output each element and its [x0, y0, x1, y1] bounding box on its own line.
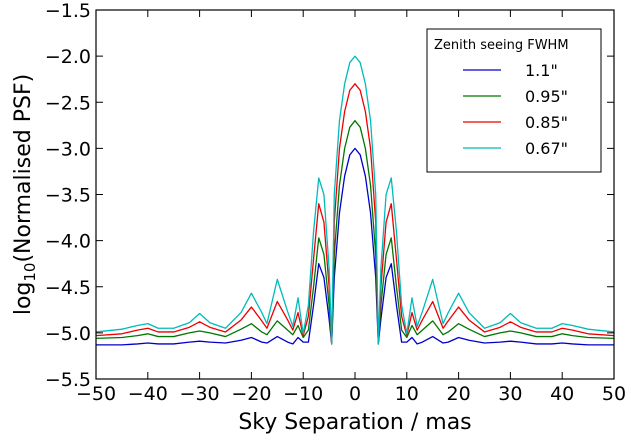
x-tick-label: 0 [349, 383, 361, 405]
y-tick-label: −5.0 [45, 323, 91, 345]
series-lines [95, 55, 615, 346]
x-tick-label: −20 [231, 383, 271, 405]
legend-label: 0.85" [525, 113, 568, 132]
y-axis-title-subscript: 10 [21, 263, 39, 282]
series-line-4 [95, 55, 615, 345]
y-tick-label: −3.0 [45, 138, 91, 160]
x-tick-label: 10 [395, 383, 419, 405]
legend-title: Zenith seeing FWHM [434, 38, 569, 53]
x-tick-label: 30 [498, 383, 522, 405]
y-axis-title-base: log [11, 282, 36, 316]
y-tick-label: −5.5 [45, 369, 91, 391]
y-axis-title-rest: (Normalised PSF) [11, 74, 36, 263]
y-tick-label: −2.0 [45, 46, 91, 68]
legend-box [426, 28, 602, 173]
y-tick-label: −4.0 [45, 231, 91, 253]
x-tick-label: 20 [447, 383, 471, 405]
axis-ticks [95, 9, 615, 380]
x-tick-label: 40 [550, 383, 574, 405]
legend-label: 1.1" [525, 61, 558, 80]
series-line-3 [95, 83, 615, 345]
series-line-1 [96, 147, 614, 346]
y-tick-label: −4.5 [45, 277, 91, 299]
x-axis-title: Sky Separation / mas [238, 410, 471, 435]
legend-entries: 1.1" 0.95" 0.85" 0.67" [463, 61, 568, 158]
x-tick-label: −40 [128, 383, 168, 405]
legend-label: 0.95" [525, 87, 568, 106]
y-tick-label: −2.5 [45, 92, 91, 114]
x-tick-label: −10 [283, 383, 323, 405]
x-tick-label: −30 [180, 383, 220, 405]
y-tick-label: −3.5 [45, 185, 91, 207]
tick-labels: −50 −40 −30 −20 −10 0 10 20 30 40 50 −5.5 −5.0 −4.5 −4… [45, 0, 626, 405]
series-line-2 [95, 120, 615, 345]
legend: Zenith seeing FWHM 1.1" 0.95" 0.85" 0.67" [426, 28, 602, 173]
x-tick-label: 50 [602, 383, 626, 405]
legend-label: 0.67" [525, 139, 568, 158]
y-tick-label: −1.5 [45, 0, 91, 22]
x-tick-label: −50 [76, 383, 116, 405]
y-axis-title: log10(Normalised PSF) [11, 74, 39, 315]
